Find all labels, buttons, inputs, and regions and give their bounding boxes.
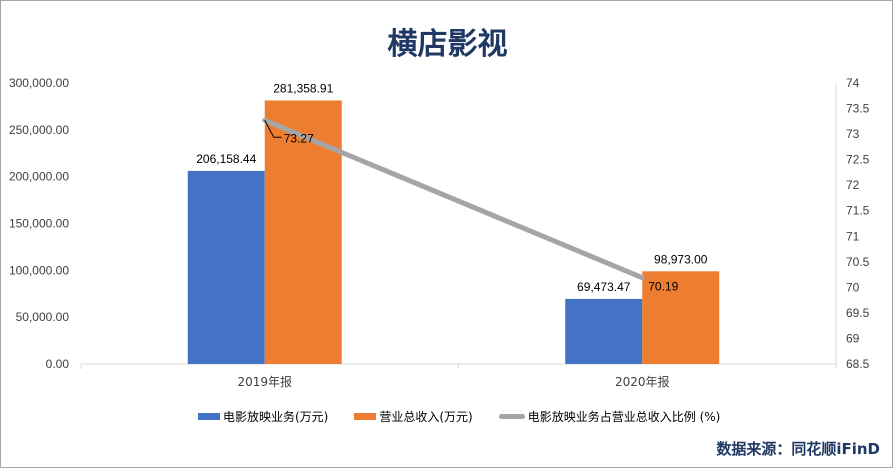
right-tick-label: 71 (846, 229, 860, 243)
legend-swatch (354, 413, 377, 420)
data-source: 数据来源：同花顺iFinD (716, 440, 880, 458)
legend-label: 电影放映业务占营业总收入比例 (%) (527, 410, 721, 424)
right-tick-label: 73 (846, 127, 860, 141)
category-label: 2019年报 (237, 374, 292, 389)
left-tick-label: 200,000.00 (9, 170, 69, 184)
right-tick-label: 69 (846, 331, 860, 345)
right-tick-label: 72.5 (846, 153, 870, 167)
right-tick-label: 72 (846, 178, 860, 192)
left-tick-label: 250,000.00 (9, 123, 69, 137)
category-label: 2020年报 (615, 374, 670, 389)
legend-label: 电影放映业务(万元) (223, 410, 329, 424)
bar-screening (565, 298, 643, 364)
combo-chart: 0.00 50,000.00 100,000.00 150,000.00 200,000… (9, 76, 870, 389)
left-tick-label: 50,000.00 (16, 310, 70, 324)
legend-swatch (498, 414, 525, 419)
left-tick-label: 100,000.00 (9, 263, 69, 277)
data-label: 69,473.47 (577, 280, 631, 294)
data-label: 281,358.91 (273, 81, 333, 95)
data-label: 70.19 (648, 280, 678, 294)
legend-item-revenue: 营业总收入(万元) (354, 408, 473, 425)
right-tick-label: 69.5 (846, 306, 870, 320)
bar-revenue (642, 271, 720, 364)
data-label: 98,973.00 (654, 252, 708, 266)
legend-item-ratio: 电影放映业务占营业总收入比例 (%) (498, 408, 721, 425)
left-tick-label: 0.00 (46, 357, 70, 371)
right-tick-label: 68.5 (846, 357, 870, 371)
legend-label: 营业总收入(万元) (379, 410, 473, 424)
right-tick-label: 71.5 (846, 204, 870, 218)
right-tick-label: 74 (846, 76, 860, 90)
chart-title: 横店影视 (387, 27, 508, 62)
ratio-line (262, 117, 645, 281)
right-tick-label: 73.5 (846, 102, 870, 116)
left-tick-label: 300,000.00 (9, 76, 69, 90)
data-label: 73.27 (284, 131, 314, 145)
leader-line (264, 120, 282, 138)
legend-item-screening: 电影放映业务(万元) (198, 408, 328, 425)
right-tick-label: 70 (846, 280, 860, 294)
legend: 电影放映业务(万元) 营业总收入(万元) 电影放映业务占营业总收入比例 (%) (198, 408, 720, 425)
legend-swatch (198, 413, 220, 420)
left-tick-label: 150,000.00 (9, 217, 69, 231)
bar-screening (187, 170, 265, 364)
right-tick-label: 70.5 (846, 255, 870, 269)
data-label: 206,158.44 (196, 152, 256, 166)
